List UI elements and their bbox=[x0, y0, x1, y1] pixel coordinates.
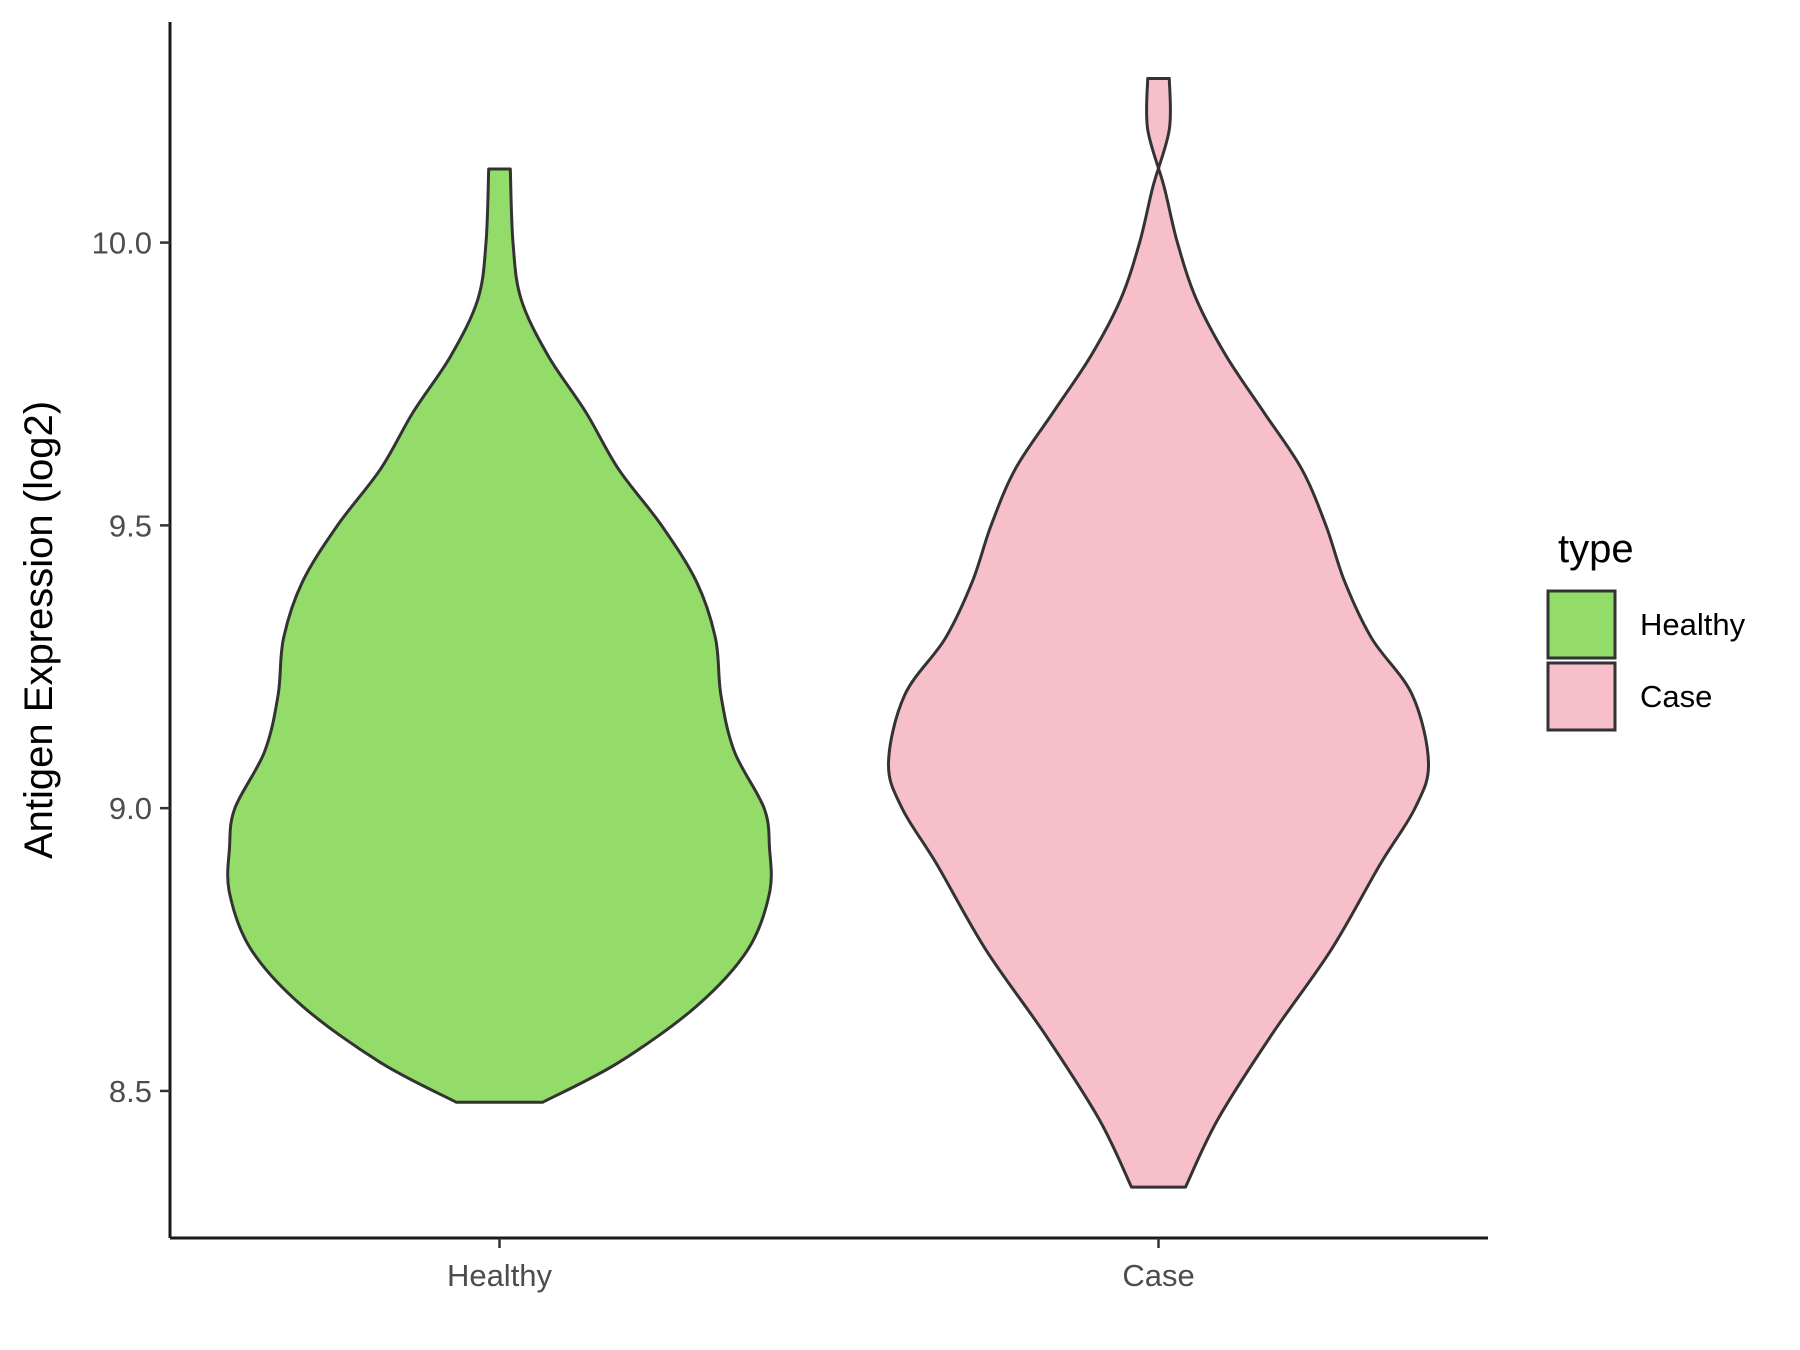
y-axis-title: Antigen Expression (log2) bbox=[17, 401, 61, 859]
y-tick-label: 9.5 bbox=[109, 508, 152, 543]
x-tick-label: Case bbox=[1122, 1258, 1194, 1293]
y-tick-label: 10.0 bbox=[92, 226, 152, 261]
legend-label-healthy: Healthy bbox=[1640, 607, 1746, 642]
legend-title: type bbox=[1558, 527, 1634, 571]
violin-case bbox=[886, 77, 1431, 1189]
y-tick-label: 8.5 bbox=[109, 1074, 152, 1109]
plot-area bbox=[226, 77, 1431, 1189]
y-axis: 8.5 9.0 9.5 10.0 bbox=[92, 22, 172, 1238]
x-tick-label: Healthy bbox=[447, 1258, 553, 1293]
legend-label-case: Case bbox=[1640, 679, 1712, 714]
y-tick-label: 9.0 bbox=[109, 791, 152, 826]
legend-key-case bbox=[1546, 661, 1617, 732]
legend: type Healthy Case bbox=[1546, 527, 1746, 732]
violin-healthy bbox=[226, 167, 773, 1104]
x-axis: Healthy Case bbox=[170, 1236, 1488, 1293]
legend-key-healthy bbox=[1546, 589, 1617, 660]
